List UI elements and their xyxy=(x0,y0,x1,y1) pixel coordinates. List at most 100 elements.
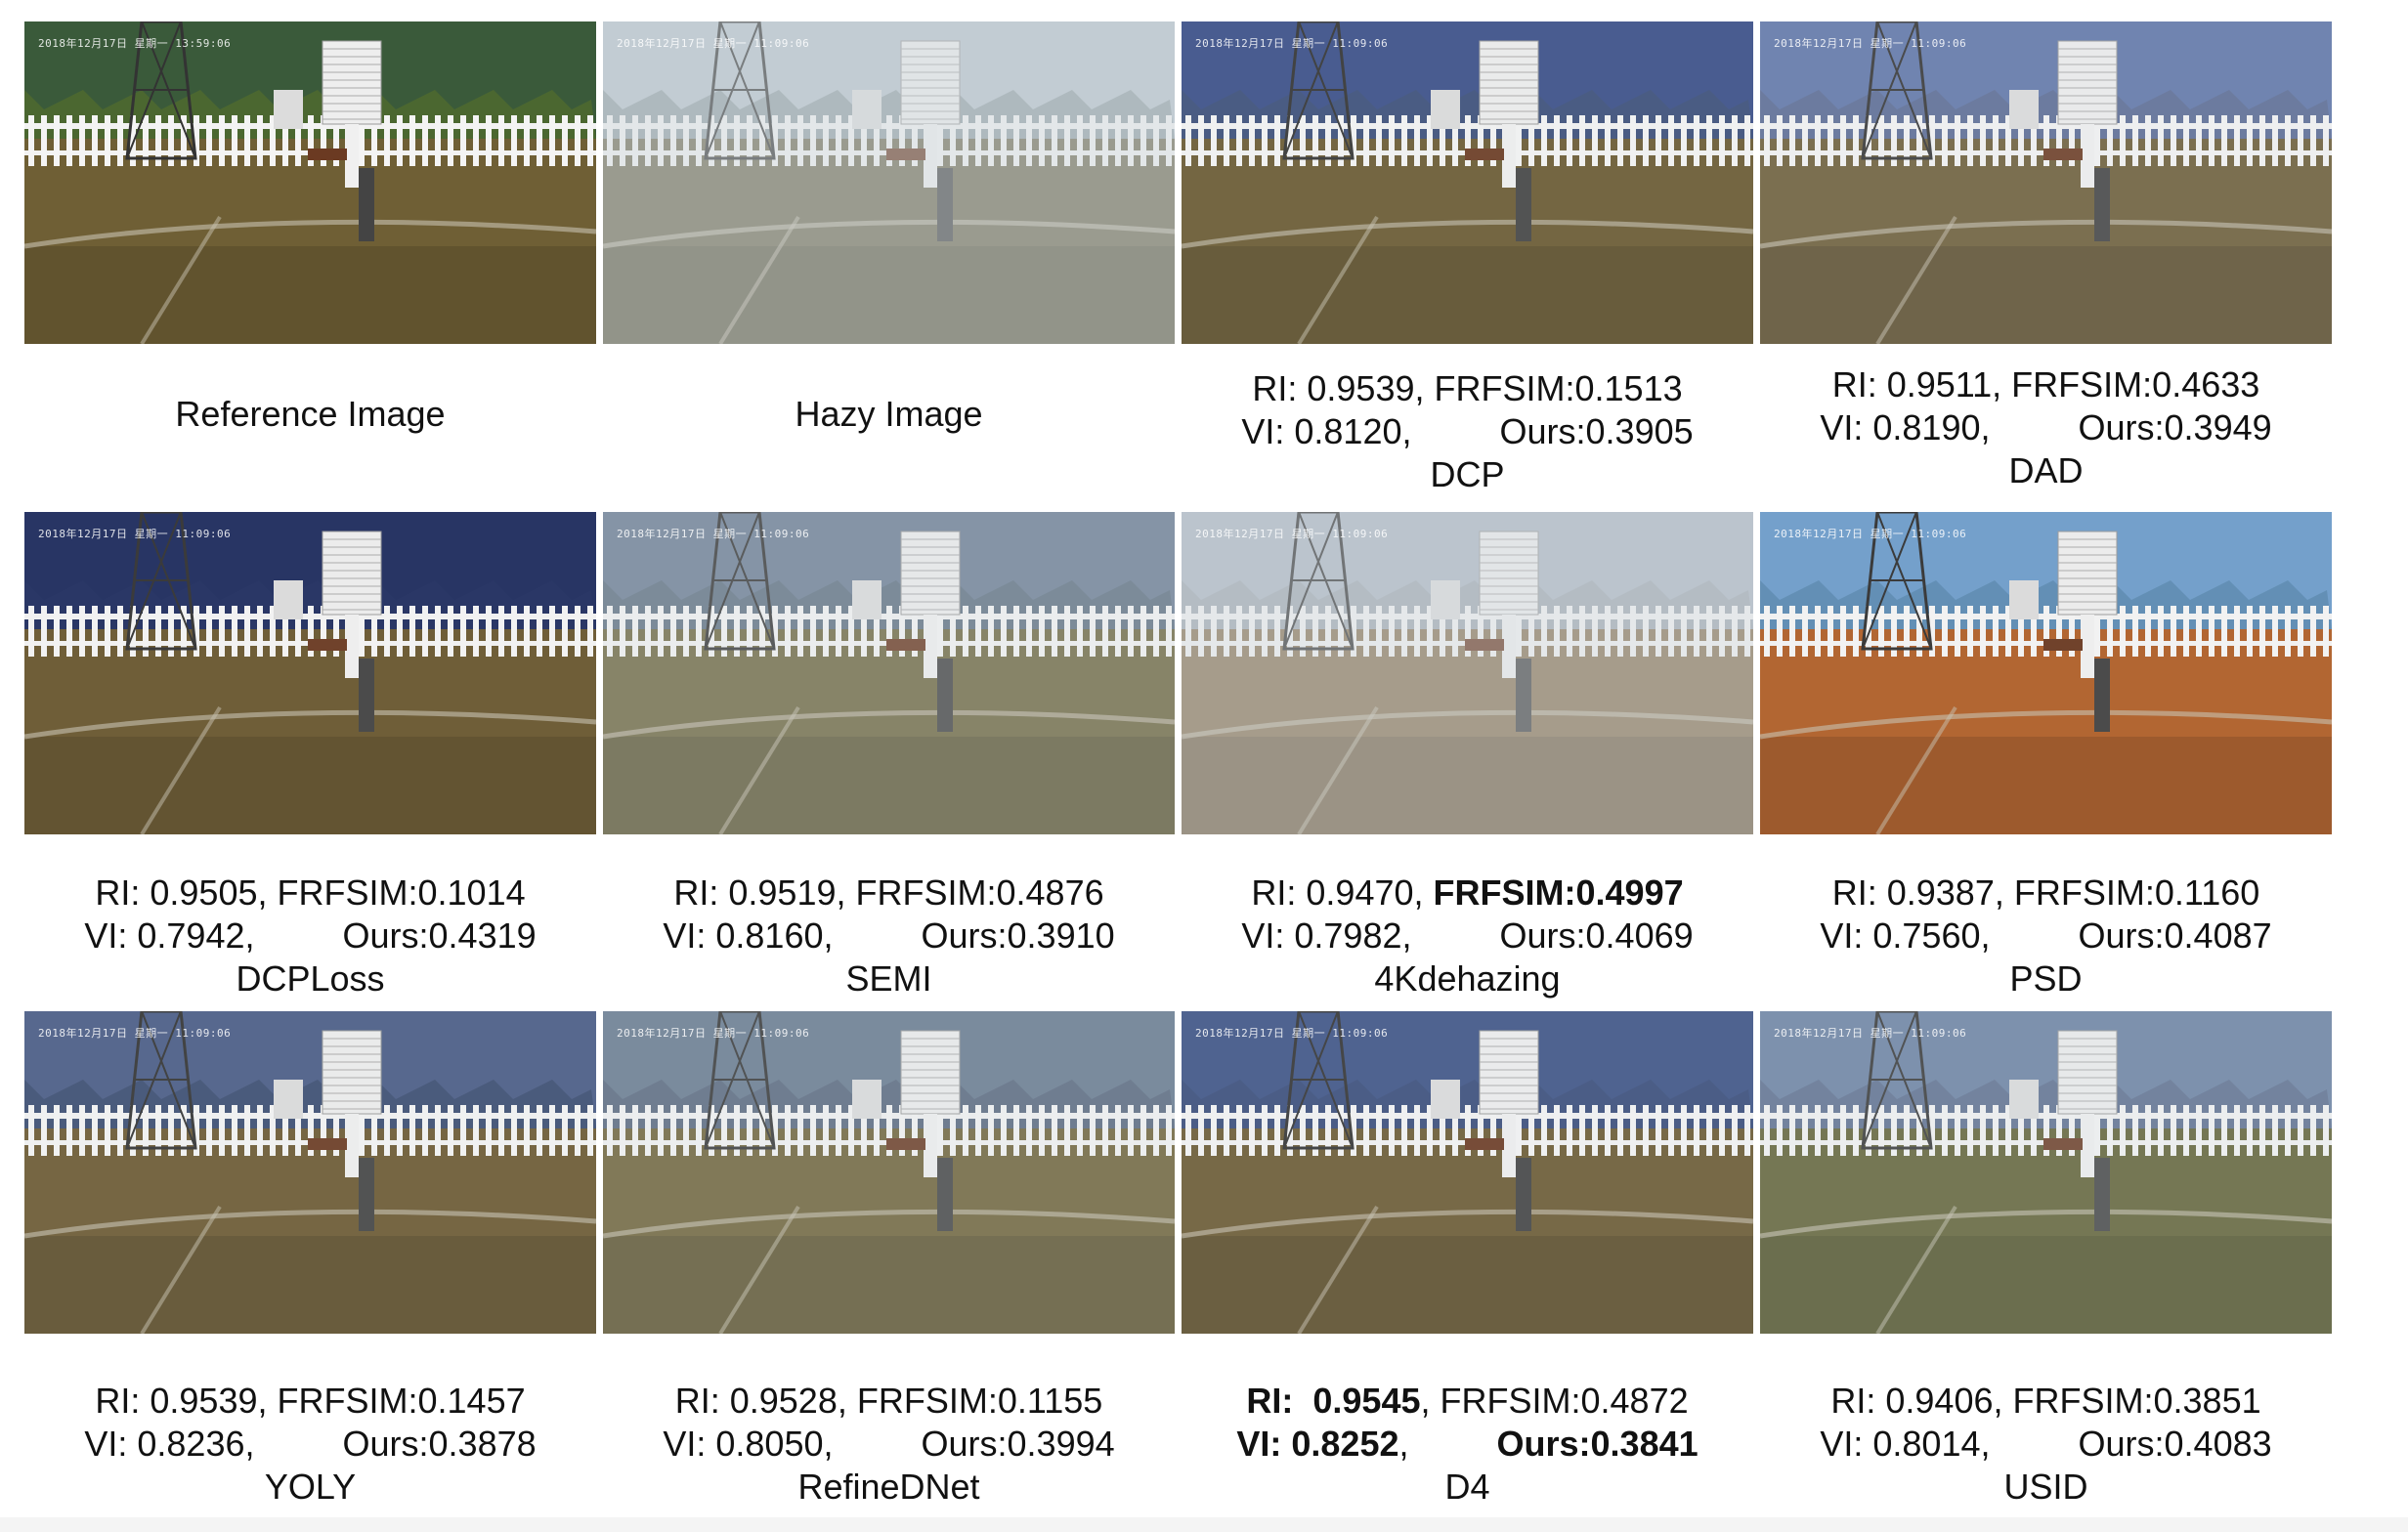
fence-post xyxy=(912,606,918,657)
fence-post xyxy=(2107,1105,2113,1156)
path-line xyxy=(1760,219,2332,249)
fence-post xyxy=(1224,115,1229,166)
fence-post xyxy=(206,606,212,657)
ground xyxy=(1182,139,1753,344)
path-line xyxy=(140,1205,222,1334)
fence-post xyxy=(498,1105,504,1156)
fence-post xyxy=(2259,606,2265,657)
fence-post xyxy=(2285,1105,2291,1156)
tower-brace xyxy=(126,21,196,159)
fence-post xyxy=(2259,115,2265,166)
fence-post xyxy=(670,1105,676,1156)
shelter xyxy=(900,1030,961,1115)
fence-post xyxy=(1656,606,1661,657)
fence-post xyxy=(2069,606,2075,657)
ri-value: 0.9528 xyxy=(729,1381,838,1421)
fence-post xyxy=(232,606,237,657)
ground xyxy=(24,1128,596,1334)
vi-value: 0.7982 xyxy=(1294,915,1402,956)
fence-post xyxy=(683,115,689,166)
grass-band xyxy=(1182,246,1753,344)
fence-post xyxy=(28,1105,34,1156)
fence-post xyxy=(587,1105,593,1156)
shelter xyxy=(322,531,382,616)
fence-post xyxy=(1993,1105,1999,1156)
path-line xyxy=(24,709,596,740)
ri-value: 0.9519 xyxy=(728,872,837,913)
fence-post xyxy=(1338,1105,1344,1156)
fence-post xyxy=(1955,1105,1960,1156)
fence-post xyxy=(194,606,199,657)
fence-post xyxy=(1916,115,1922,166)
shelter-pole xyxy=(1502,1114,1516,1177)
fence-post xyxy=(219,115,225,166)
fence-post xyxy=(232,1105,237,1156)
fence-post xyxy=(2107,606,2113,657)
fence-post xyxy=(899,115,905,166)
path-line xyxy=(603,219,1175,249)
fence-post xyxy=(1668,606,1674,657)
metrics-row-1: RI: 0.9539, FRFSIM:0.1457 xyxy=(95,1381,526,1421)
fence-post xyxy=(2272,1105,2278,1156)
fence-post xyxy=(321,115,326,166)
fence-post xyxy=(2196,115,2202,166)
fence-post xyxy=(1802,606,1808,657)
path-line xyxy=(718,1205,800,1334)
fence-post xyxy=(2298,115,2303,166)
fence-post xyxy=(1802,1105,1808,1156)
fence-post xyxy=(1668,115,1674,166)
fence-post xyxy=(2247,606,2253,657)
caption-title: Hazy Image xyxy=(795,394,983,434)
tower-brace xyxy=(1862,512,1932,650)
fence-post xyxy=(1828,115,1833,166)
fence-post xyxy=(511,1105,517,1156)
fence-post xyxy=(1789,115,1795,166)
fence-post xyxy=(1090,1105,1096,1156)
frfsim-value: 0.1457 xyxy=(417,1381,526,1421)
fence-post xyxy=(988,606,994,657)
caption-hazy: Hazy Image xyxy=(603,393,1175,436)
fence-post xyxy=(607,115,613,166)
frfsim-value: 0.1513 xyxy=(1574,368,1683,408)
path-line xyxy=(140,215,222,344)
fence-post xyxy=(2209,606,2214,657)
fence-post xyxy=(1440,606,1445,657)
caption-title: D4 xyxy=(1444,1467,1490,1507)
fence-post xyxy=(1452,606,1458,657)
fence-post xyxy=(295,606,301,657)
caption-4kdehazing: RI: 0.9470, FRFSIM:0.4997 VI: 0.7982, Ou… xyxy=(1182,872,1753,1000)
fence-post xyxy=(1916,1105,1922,1156)
fence-post xyxy=(1706,606,1712,657)
fence-post xyxy=(1878,1105,1884,1156)
fence-post xyxy=(359,606,365,657)
fence-post xyxy=(683,606,689,657)
ri-value: 0.9505 xyxy=(150,872,258,913)
fence-post xyxy=(2247,1105,2253,1156)
fence-post xyxy=(333,1105,339,1156)
fence-post xyxy=(562,115,568,166)
fence-post xyxy=(1777,115,1783,166)
fence-post xyxy=(1224,606,1229,657)
vi-value: 0.8190 xyxy=(1872,407,1981,447)
fence-post xyxy=(759,1105,765,1156)
fence-post xyxy=(1465,1105,1471,1156)
path-line xyxy=(24,1209,596,1239)
fence-post xyxy=(607,1105,613,1156)
fence-post xyxy=(1567,115,1572,166)
fence-post xyxy=(1732,1105,1738,1156)
fence-post xyxy=(168,1105,174,1156)
fence-post xyxy=(2183,1105,2189,1156)
fence-post xyxy=(696,1105,702,1156)
fence-post xyxy=(1681,1105,1687,1156)
scene-4kdehazing xyxy=(1182,512,1753,834)
fence-post xyxy=(620,115,625,166)
frfsim-value: 0.1160 xyxy=(2154,872,2260,913)
fence-post xyxy=(2056,1105,2062,1156)
scene-refinednet xyxy=(603,1011,1175,1334)
metrics-row-2: VI: 0.8120, Ours:0.3905 xyxy=(1241,411,1694,451)
metrics-row-1: RI: 0.9511, FRFSIM:0.4633 xyxy=(1831,364,2260,404)
frfsim-value: 0.4872 xyxy=(1580,1381,1689,1421)
ground xyxy=(24,139,596,344)
fence-post xyxy=(1262,606,1268,657)
